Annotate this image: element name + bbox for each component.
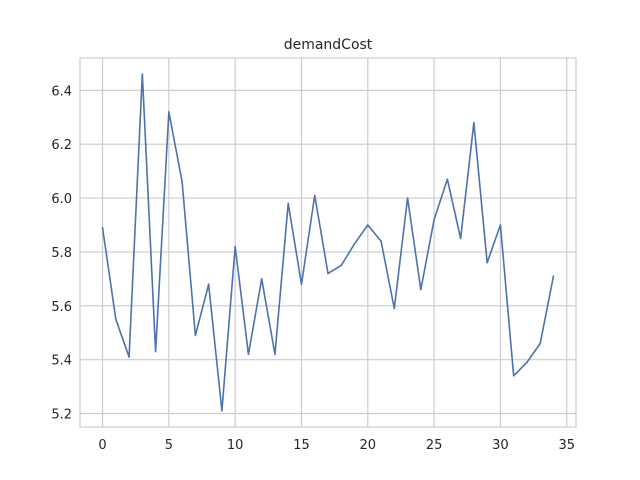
data-point — [446, 178, 449, 181]
x-tick-label: 25 — [426, 438, 443, 453]
data-point — [313, 194, 316, 197]
x-tick-label: 30 — [492, 438, 509, 453]
x-tick-label: 10 — [227, 438, 244, 453]
y-tick-label: 5.8 — [51, 246, 72, 261]
data-point — [459, 237, 462, 240]
data-point — [168, 111, 170, 113]
y-tick-label: 5.4 — [51, 354, 72, 369]
gridlines — [80, 58, 576, 427]
data-point — [234, 245, 236, 248]
y-tick-label: 6.4 — [51, 84, 72, 99]
data-point — [340, 264, 343, 267]
x-tick-label: 15 — [293, 438, 310, 453]
x-tick-label: 5 — [165, 438, 173, 453]
data-point — [433, 218, 435, 221]
data-point — [181, 181, 183, 183]
data-point — [101, 226, 104, 229]
data-point — [247, 353, 250, 356]
data-point — [380, 240, 382, 242]
data-point — [366, 224, 369, 226]
data-point — [287, 202, 290, 205]
chart-title: demandCost — [284, 37, 373, 53]
data-point — [486, 261, 488, 264]
x-tick-labels: 0 5 10 15 20 25 30 35 — [98, 438, 575, 453]
y-tick-label: 6.0 — [51, 192, 72, 207]
data-point — [300, 283, 303, 286]
data-point — [274, 353, 276, 356]
data-point — [406, 197, 409, 199]
y-tick-label: 6.2 — [51, 138, 72, 153]
data-point — [552, 275, 555, 277]
data-point — [221, 410, 223, 412]
plot-frame — [79, 57, 577, 428]
data-point — [128, 356, 130, 358]
data-point — [207, 283, 210, 286]
data-point — [154, 350, 157, 353]
data-point — [420, 288, 422, 291]
data-point — [539, 342, 541, 345]
series-layer — [101, 73, 555, 412]
data-point — [260, 278, 263, 280]
x-tick-label: 20 — [360, 438, 377, 453]
series-line — [101, 73, 555, 412]
x-tick-label: 0 — [98, 438, 106, 453]
data-point — [512, 375, 515, 377]
data-point — [499, 224, 502, 226]
data-point — [473, 121, 475, 124]
y-tick-labels: 5.2 5.4 5.6 5.8 6.0 6.2 6.4 — [51, 84, 72, 422]
data-point — [393, 307, 396, 310]
data-point — [194, 334, 197, 337]
y-tick-label: 5.6 — [51, 300, 72, 315]
y-tick-label: 5.2 — [51, 408, 72, 423]
x-tick-label: 35 — [558, 438, 575, 453]
data-point — [327, 272, 329, 275]
data-point — [115, 318, 117, 321]
data-point — [141, 73, 144, 75]
data-point — [526, 361, 528, 364]
data-point — [353, 243, 356, 245]
